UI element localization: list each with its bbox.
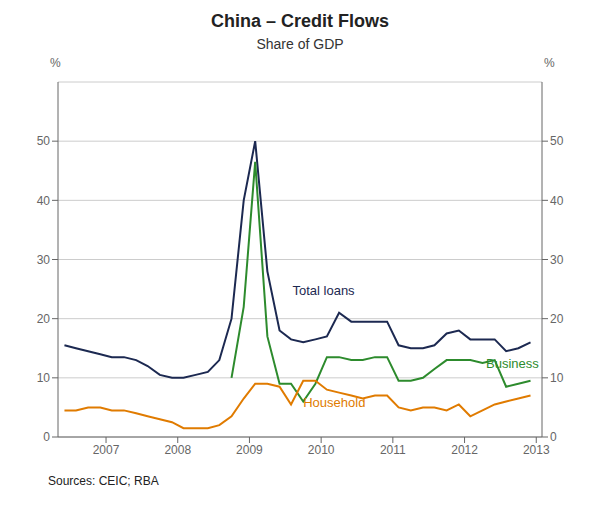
svg-text:40: 40: [550, 194, 564, 208]
html-text:China – Credit Flows: China – Credit Flows: [211, 11, 389, 31]
svg-text:30: 30: [37, 253, 51, 267]
html-text:Share of GDP: Share of GDP: [256, 36, 344, 52]
svg-text:50: 50: [37, 134, 51, 148]
svg-text:20: 20: [550, 312, 564, 326]
svg-text:2010: 2010: [308, 443, 335, 457]
svg-text:0: 0: [43, 430, 50, 444]
svg-text:2012: 2012: [451, 443, 478, 457]
svg-text:2007: 2007: [93, 443, 120, 457]
svg-text:Total loans: Total loans: [292, 283, 355, 298]
svg-text:2013: 2013: [523, 443, 550, 457]
svg-text:2009: 2009: [236, 443, 263, 457]
svg-text:10: 10: [37, 371, 51, 385]
svg-text:20: 20: [37, 312, 51, 326]
svg-text:Business: Business: [486, 356, 539, 371]
html-text:Sources: CEIC; RBA: Sources: CEIC; RBA: [48, 474, 159, 488]
svg-text:Household: Household: [303, 395, 365, 410]
svg-text:30: 30: [550, 253, 564, 267]
svg-text:2008: 2008: [164, 443, 191, 457]
svg-text:0: 0: [550, 430, 557, 444]
svg-text:40: 40: [37, 194, 51, 208]
svg-text:10: 10: [550, 371, 564, 385]
svg-text:2011: 2011: [380, 443, 406, 457]
svg-text:50: 50: [550, 134, 564, 148]
